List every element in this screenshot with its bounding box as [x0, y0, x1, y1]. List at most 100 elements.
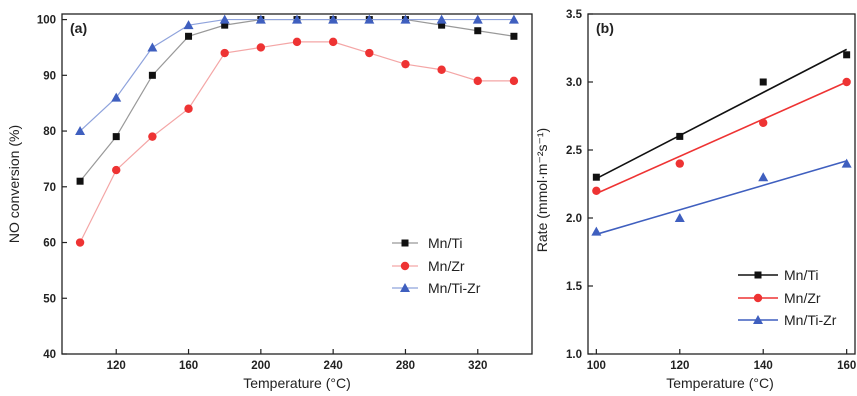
panel-b-series-0: [592, 48, 851, 181]
panel-a-data-point: [510, 32, 518, 40]
panel-a-data-point: [184, 104, 193, 113]
panel-a-data-point: [509, 76, 519, 86]
panel-b-data-point: [591, 226, 602, 236]
panel-a-series-1: [75, 37, 519, 247]
panel-a-legend-label: Mn/Ti-Zr: [428, 280, 481, 296]
panel-a-legend-label: Mn/Ti: [428, 235, 462, 251]
panel-a-data-point: [400, 14, 411, 24]
legend-square-icon: [401, 239, 409, 247]
legend-triangle-icon: [400, 283, 410, 292]
panel-b-data-point: [592, 186, 601, 195]
panel-b-legend-label: Mn/Ti-Zr: [784, 312, 837, 328]
panel-b-data-point: [676, 132, 684, 140]
panel-b-data-point: [759, 118, 768, 128]
panel-a-data-point: [365, 48, 374, 58]
panel-a-data-point: [508, 14, 519, 24]
panel-a-xlabel: Temperature (°C): [243, 375, 351, 391]
panel-b-legend: Mn/Ti Mn/Zr Mn/Ti-Zr: [738, 267, 837, 328]
panel-b-ylabel: Rate (mmol·m⁻²s⁻¹): [534, 128, 550, 252]
panel-a-y-tick-label: 80: [43, 126, 56, 138]
panel-b-legend-label: Mn/Zr: [784, 290, 821, 306]
panel-b-fit-line: [596, 81, 847, 195]
panel-a-data-point: [292, 14, 302, 24]
panel-a-data-point: [292, 37, 302, 47]
panel-b-xlabel: Temperature (°C): [666, 375, 774, 391]
panel-b-series-2: [591, 158, 852, 236]
legend-circle-icon: [400, 261, 410, 271]
panel-b-y-tick-label: 3.5: [566, 9, 583, 21]
panel-b-data-point: [758, 172, 769, 182]
panel-a: (a) 120 160 200 240 280 320 40 50 60 70 80 90 100 Te…: [6, 13, 533, 391]
panel-b-series-1: [592, 77, 851, 195]
panel-a-y-tick-label: 70: [43, 182, 56, 194]
panel-a-data-point: [147, 42, 158, 52]
panel-b-data-point: [759, 78, 767, 86]
panel-a-y-tick-label: 90: [43, 70, 56, 82]
legend-triangle-icon: [753, 315, 763, 324]
panel-a-data-point: [185, 32, 193, 40]
panel-a-data-point: [148, 71, 156, 79]
panel-b-legend-label: Mn/Ti: [784, 267, 818, 283]
panel-b-fit-line: [596, 160, 847, 236]
panel-a-series-line: [79, 41, 514, 243]
panel-a-data-point: [438, 21, 446, 29]
panel-b-fit-line: [595, 48, 848, 180]
panel-a-data-point: [221, 21, 229, 29]
panel-a-y-tick-label: 50: [43, 293, 56, 305]
panel-a-x-tick-label: 120: [107, 360, 126, 372]
panel-a-data-point: [112, 133, 120, 141]
panel-a-data-point: [219, 14, 230, 24]
panel-b-y-tick-label: 1.5: [566, 281, 583, 293]
panel-a-data-point: [256, 43, 266, 52]
panel-b-x-tick-label: 140: [754, 360, 773, 372]
panel-b-data-point: [842, 77, 851, 87]
panel-a-data-point: [75, 126, 86, 136]
panel-a-data-point: [255, 14, 266, 24]
panel-b-x-tick-label: 120: [670, 360, 689, 372]
panel-a-data-point: [75, 238, 85, 247]
panel-a-data-point: [401, 59, 410, 69]
panel-a-data-point: [472, 14, 483, 24]
panel-b-data-point: [843, 51, 851, 59]
panel-b-y-tick-label: 2.5: [566, 145, 583, 157]
panel-b-y-tick-label: 3.0: [566, 77, 582, 89]
panel-a-ylabel: NO conversion (%): [6, 125, 22, 243]
panel-b-data-point: [674, 213, 685, 222]
panel-b-y-tick-label: 2.0: [566, 213, 582, 225]
panel-a-x-tick-label: 160: [179, 360, 198, 372]
panel-b-x-tick-label: 160: [837, 360, 856, 372]
panel-a-label: (a): [70, 20, 87, 36]
panel-b-label: (b): [596, 20, 614, 36]
panel-b-data-point: [675, 159, 684, 168]
panel-a-data-point: [437, 65, 446, 74]
panel-b-data-point: [592, 173, 600, 181]
panel-a-x-tick-label: 280: [396, 360, 415, 372]
panel-b-x-tick-label: 100: [587, 360, 606, 372]
panel-a-series-2: [75, 14, 519, 136]
panel-a-data-point: [148, 132, 157, 141]
panel-a-data-point: [112, 165, 121, 175]
panel-b-frame: [587, 13, 856, 355]
panel-a-data-point: [183, 20, 194, 30]
panel-a-x-tick-label: 240: [324, 360, 343, 372]
panel-b: (b) 100 120 140 160 1.0 1.5 2.0 2.5 3.0 3.5 Tempe…: [534, 9, 856, 391]
panel-b-data-point: [841, 158, 852, 168]
panel-a-data-point: [328, 37, 338, 47]
panel-a-data-point: [474, 27, 482, 35]
panel-a-data-point: [436, 14, 447, 24]
panel-a-legend: Mn/Ti Mn/Zr Mn/Ti-Zr: [392, 235, 481, 296]
panel-a-frame: [61, 13, 533, 355]
panel-a-y-tick-label: 60: [43, 238, 56, 250]
panel-a-series-line: [79, 18, 514, 132]
legend-circle-icon: [753, 293, 763, 303]
panel-a-data-point: [473, 76, 482, 86]
panel-a-x-tick-label: 200: [251, 360, 270, 372]
panel-a-data-point: [76, 177, 84, 185]
legend-square-icon: [754, 271, 762, 279]
panel-a-data-point: [111, 92, 122, 102]
panel-a-legend-label: Mn/Zr: [428, 258, 465, 274]
panel-a-data-point: [220, 48, 229, 58]
panel-a-data-point: [364, 14, 375, 24]
panel-a-data-point: [328, 14, 339, 24]
